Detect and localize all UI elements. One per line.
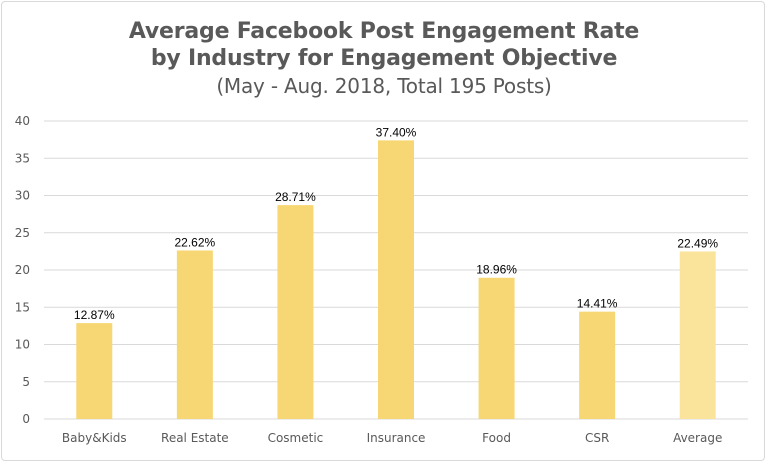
bar xyxy=(579,311,616,419)
x-category-label: Real Estate xyxy=(161,431,229,445)
data-label: 28.71% xyxy=(275,190,316,204)
data-label: 22.49% xyxy=(677,236,718,250)
y-tick-label: 25 xyxy=(15,226,30,240)
bar xyxy=(378,140,414,419)
data-label: 14.41% xyxy=(577,297,618,311)
bar xyxy=(679,251,716,419)
x-category-label: Food xyxy=(482,431,511,445)
data-labels: 12.87% 22.62% 28.71% 37.40% 18.96% 14.41% 22.4… xyxy=(74,125,718,322)
chart-title-line-2: by Industry for Engagement Objective xyxy=(150,46,618,71)
y-tick-label: 0 xyxy=(22,412,30,426)
bar xyxy=(76,323,113,419)
y-tick-label: 40 xyxy=(15,114,30,128)
bar xyxy=(277,205,314,419)
y-tick-label: 10 xyxy=(15,338,30,352)
y-tick-label: 30 xyxy=(15,189,30,203)
x-category-label: Cosmetic xyxy=(268,431,324,445)
x-axis-categories: Baby&Kids Real Estate Cosmetic Insurance Foo… xyxy=(62,431,722,445)
y-tick-label: 5 xyxy=(22,375,30,389)
data-label: 18.96% xyxy=(476,263,517,277)
data-label: 22.62% xyxy=(175,235,216,249)
x-category-label: Baby&Kids xyxy=(62,431,127,445)
chart-subtitle: (May - Aug. 2018, Total 195 Posts) xyxy=(216,74,552,98)
data-label: 12.87% xyxy=(74,308,115,322)
y-tick-label: 15 xyxy=(15,300,30,314)
x-category-label: Average xyxy=(673,431,722,445)
bar xyxy=(176,250,213,419)
chart-title-block: Average Facebook Post Engagement Rate by… xyxy=(0,18,768,100)
chart-title-line-1: Average Facebook Post Engagement Rate xyxy=(128,19,640,44)
bars xyxy=(76,140,716,419)
data-label: 37.40% xyxy=(376,125,417,139)
y-tick-label: 20 xyxy=(15,263,30,277)
bar xyxy=(478,277,515,419)
x-category-label: Insurance xyxy=(367,431,426,445)
y-tick-label: 35 xyxy=(15,151,30,165)
y-axis-ticks: 0 5 10 15 20 25 30 35 40 xyxy=(15,114,30,426)
x-category-label: CSR xyxy=(585,431,609,445)
